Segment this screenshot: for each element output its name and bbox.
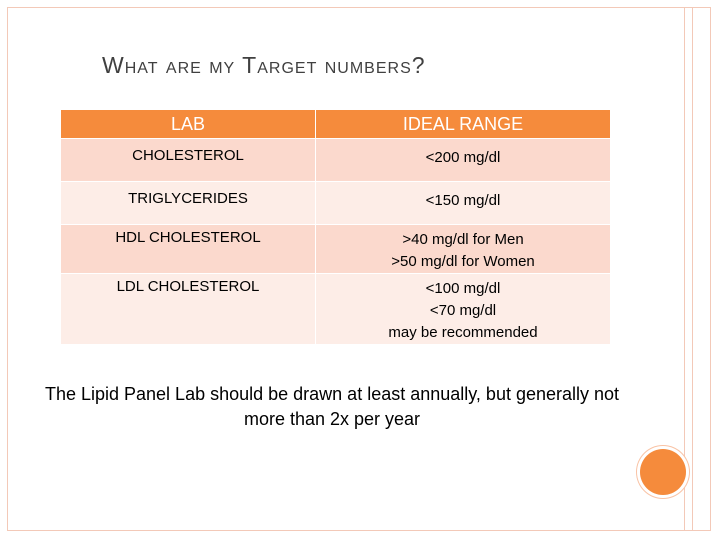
range-line: >40 mg/dl for Men [402, 231, 524, 248]
range-line: may be recommended [388, 324, 538, 341]
table-row: TRIGLYCERIDES <150 mg/dl [60, 181, 611, 225]
table-row: CHOLESTEROL <200 mg/dl [60, 138, 611, 182]
range-cell: <100 mg/dl <70 mg/dl may be recommended [315, 273, 611, 345]
range-cell: <150 mg/dl [315, 181, 611, 225]
lipid-panel-note: The Lipid Panel Lab should be drawn at l… [44, 384, 620, 429]
slide-title: What are my Target numbers? [102, 52, 426, 78]
range-cell: >40 mg/dl for Men >50 mg/dl for Women [315, 224, 611, 274]
lab-cell: CHOLESTEROL [60, 138, 316, 182]
range-cell: <200 mg/dl [315, 138, 611, 182]
table-row: HDL CHOLESTEROL >40 mg/dl for Men >50 mg… [60, 224, 611, 274]
range-line: <150 mg/dl [425, 192, 501, 209]
range-line: <100 mg/dl [425, 280, 501, 297]
table-header-row: LAB IDEAL RANGE [60, 109, 611, 139]
header-lab: LAB [60, 109, 316, 139]
range-line: <200 mg/dl [425, 149, 501, 166]
lab-cell: LDL CHOLESTEROL [60, 273, 316, 345]
table-row: LDL CHOLESTEROL <100 mg/dl <70 mg/dl may… [60, 273, 611, 345]
decorative-circle [640, 449, 686, 495]
right-margin-line-2 [692, 8, 693, 530]
lab-cell: HDL CHOLESTEROL [60, 224, 316, 274]
range-line: <70 mg/dl [429, 302, 497, 319]
range-line: >50 mg/dl for Women [391, 253, 535, 270]
header-ideal-range: IDEAL RANGE [315, 109, 611, 139]
right-margin-line [684, 8, 685, 530]
lab-cell: TRIGLYCERIDES [60, 181, 316, 225]
slide-frame [7, 7, 711, 531]
target-numbers-table: LAB IDEAL RANGE CHOLESTEROL <200 mg/dl T… [60, 109, 611, 345]
